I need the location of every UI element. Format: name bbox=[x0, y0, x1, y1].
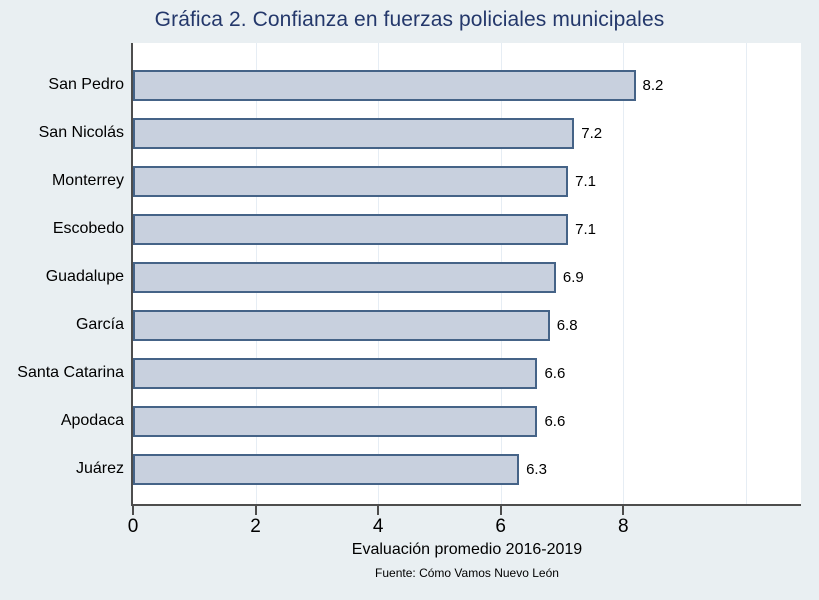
bar-value-label: 6.3 bbox=[526, 460, 547, 478]
bar[interactable] bbox=[133, 214, 569, 245]
x-tick-mark bbox=[132, 506, 134, 515]
bar-value-label: 8.2 bbox=[642, 76, 664, 94]
category-label: García bbox=[75, 315, 124, 333]
bar[interactable] bbox=[133, 310, 550, 341]
category-label: San Nicolás bbox=[38, 123, 124, 141]
bar-value-label: 6.9 bbox=[562, 268, 584, 286]
bar[interactable] bbox=[133, 70, 636, 101]
bar-value-label: 6.6 bbox=[544, 412, 566, 430]
bar-value-label: 7.1 bbox=[575, 220, 596, 238]
bar-value-label: 6.8 bbox=[556, 316, 578, 334]
bar-value-label: 7.1 bbox=[575, 172, 596, 190]
chart-title: Gráfica 2. Confianza en fuerzas policial… bbox=[154, 8, 665, 31]
bar[interactable] bbox=[133, 166, 569, 197]
y-axis-category-labels: San Pedro San Nicolás Monterrey Escobedo Gua… bbox=[0, 0, 124, 600]
x-tick-label: 0 bbox=[127, 516, 139, 537]
category-label: Monterrey bbox=[51, 171, 124, 189]
x-tick-mark bbox=[622, 506, 625, 515]
gridline bbox=[623, 43, 625, 504]
bar[interactable] bbox=[133, 262, 556, 293]
bar[interactable] bbox=[133, 358, 538, 389]
y-axis-line bbox=[131, 43, 133, 506]
plot-area bbox=[133, 43, 801, 504]
x-axis-line bbox=[131, 504, 801, 506]
category-label: Santa Catarina bbox=[17, 363, 124, 381]
x-tick-label: 4 bbox=[372, 516, 384, 537]
bar[interactable] bbox=[133, 454, 520, 485]
category-label: Apodaca bbox=[60, 411, 124, 429]
category-label: Escobedo bbox=[52, 219, 124, 237]
gridline bbox=[745, 43, 747, 504]
bar[interactable] bbox=[133, 406, 538, 437]
x-tick-label: 2 bbox=[250, 516, 261, 537]
x-axis-title: Evaluación promedio 2016-2019 bbox=[351, 541, 583, 558]
source-note: Fuente: Cómo Vamos Nuevo León bbox=[375, 566, 559, 580]
x-tick-mark bbox=[499, 506, 502, 515]
category-label: Guadalupe bbox=[45, 267, 124, 285]
x-tick-mark bbox=[377, 506, 380, 515]
x-tick-label: 6 bbox=[495, 516, 506, 537]
bar-value-label: 7.2 bbox=[581, 124, 603, 142]
bar-value-label: 6.6 bbox=[544, 364, 566, 382]
category-label: San Pedro bbox=[48, 75, 124, 93]
bar[interactable] bbox=[133, 118, 575, 149]
x-tick-mark bbox=[254, 506, 257, 515]
category-label: Juárez bbox=[75, 459, 124, 477]
x-tick-label: 8 bbox=[617, 516, 629, 537]
